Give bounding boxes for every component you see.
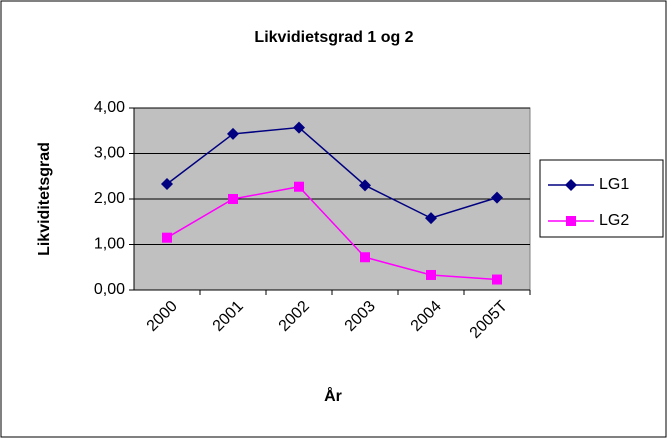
data-point: [293, 121, 305, 134]
y-tick-label: 2,00: [94, 190, 125, 207]
chart-title: Likvidietsgrad 1 og 2: [254, 29, 413, 46]
y-axis-label: Likviditetsgrad: [36, 142, 53, 256]
series-line: [166, 185, 498, 281]
legend-marker: [566, 216, 576, 226]
y-tick-label: 3,00: [94, 145, 125, 162]
y-tick-label: 0,00: [94, 281, 125, 298]
legend-box: [539, 159, 664, 238]
y-tick-label: 4,00: [94, 99, 125, 116]
legend-label: LG2: [599, 212, 629, 229]
y-tick-label: 1,00: [94, 236, 125, 253]
data-point: [228, 194, 238, 204]
x-axis-label: År: [324, 386, 342, 405]
data-point: [359, 179, 371, 192]
data-point: [294, 181, 304, 192]
data-point: [426, 269, 436, 280]
data-point: [227, 127, 239, 140]
data-point: [161, 177, 173, 190]
data-point: [492, 274, 502, 285]
data-point: [360, 252, 370, 263]
legend-marker: [565, 179, 577, 191]
series-line: [166, 126, 498, 219]
data-point: [491, 191, 503, 204]
legend-label: LG1: [599, 176, 629, 193]
data-point: [425, 212, 437, 225]
data-point: [162, 232, 172, 243]
